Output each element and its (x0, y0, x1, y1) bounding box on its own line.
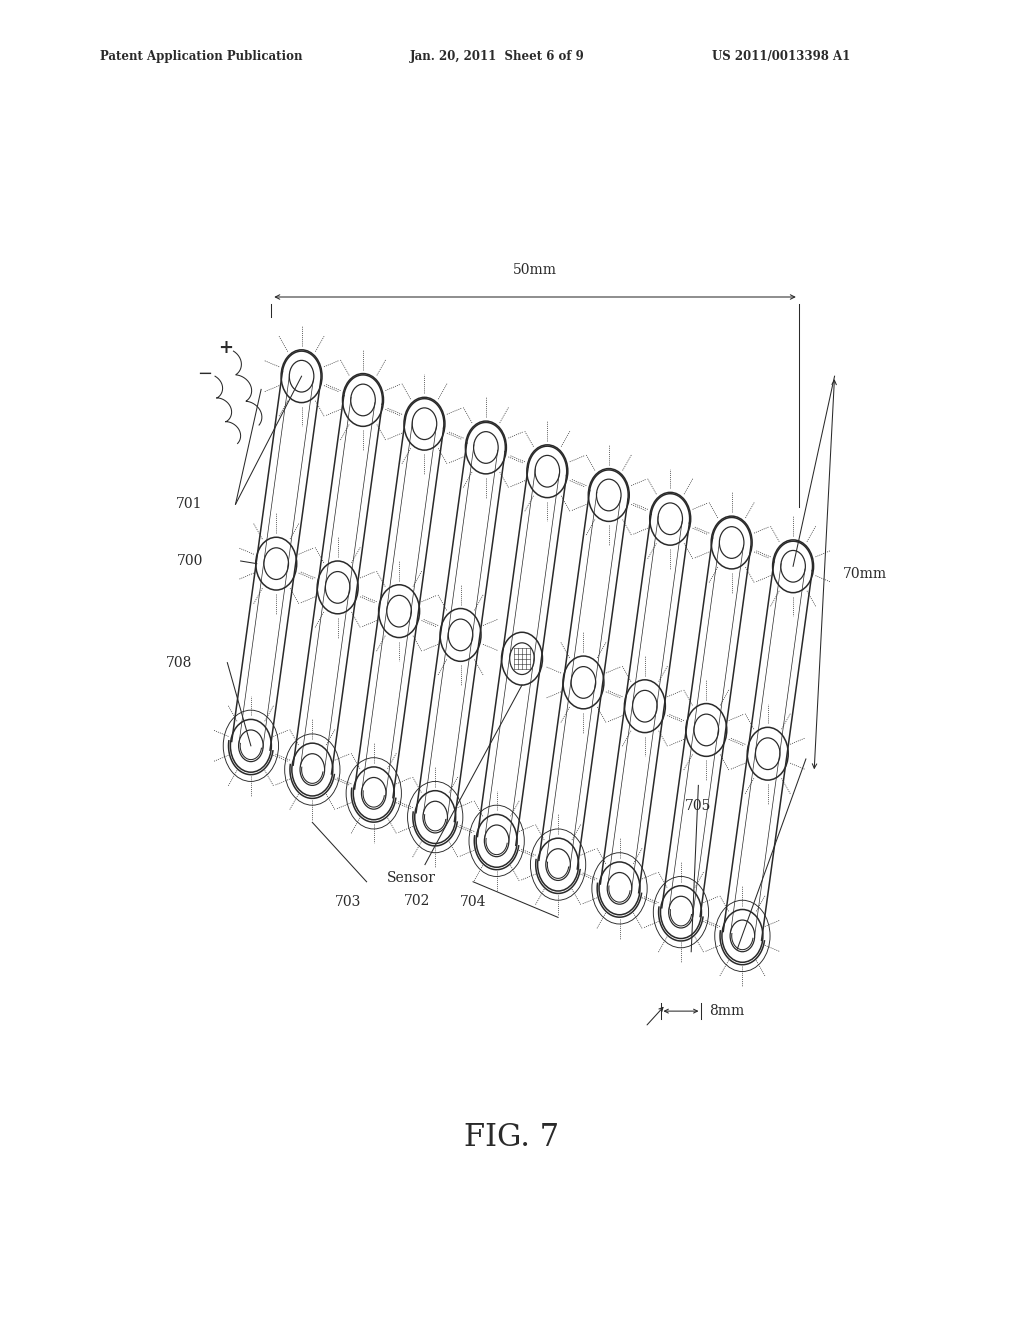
Text: 70mm: 70mm (843, 568, 887, 581)
Text: Jan. 20, 2011  Sheet 6 of 9: Jan. 20, 2011 Sheet 6 of 9 (410, 50, 585, 63)
Text: Sensor: Sensor (387, 871, 436, 886)
Text: 702: 702 (403, 894, 430, 908)
Text: 701: 701 (176, 498, 203, 511)
Text: 700: 700 (176, 554, 203, 568)
Text: Patent Application Publication: Patent Application Publication (100, 50, 303, 63)
Text: FIG. 7: FIG. 7 (465, 1122, 559, 1154)
Text: 708: 708 (166, 656, 193, 669)
Text: 8mm: 8mm (710, 1005, 744, 1018)
Text: 705: 705 (685, 799, 712, 813)
Text: US 2011/0013398 A1: US 2011/0013398 A1 (712, 50, 850, 63)
Text: +: + (218, 339, 232, 358)
Text: 703: 703 (335, 895, 361, 909)
Text: 704: 704 (460, 895, 486, 909)
Text: 50mm: 50mm (513, 263, 557, 277)
Text: −: − (198, 364, 212, 383)
